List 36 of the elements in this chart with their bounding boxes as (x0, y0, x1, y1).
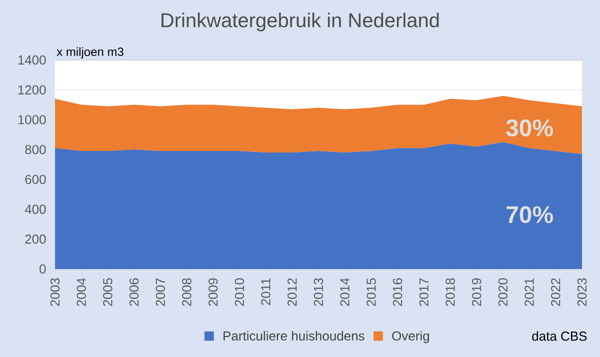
x-tick-label: 2023 (577, 278, 587, 306)
y-tick-label: 600 (25, 174, 46, 184)
y-tick-label: 1200 (18, 85, 46, 94)
y-axis-title: x miljoen m3 (56, 47, 124, 58)
annotation: 70% (506, 206, 553, 224)
legend-label: Particuliere huishoudens (224, 331, 364, 341)
x-tick-label: 2007 (156, 278, 166, 306)
y-tick-label: 1000 (18, 115, 46, 124)
annotation: 30% (506, 119, 553, 136)
x-tick-label: 2003 (50, 278, 60, 306)
x-tick-label: 2011 (261, 278, 270, 306)
x-tick-label: 2009 (208, 278, 218, 306)
legend-label: Overig (392, 331, 429, 344)
x-tick-label: 2018 (446, 278, 455, 306)
x-tick-label: 2022 (551, 278, 560, 306)
x-tick-label: 2005 (103, 278, 112, 306)
y-tick-label: 400 (24, 204, 46, 214)
y-tick-label: 1400 (18, 55, 46, 65)
x-tick-label: 2015 (366, 278, 376, 306)
x-tick-label: 2017 (419, 278, 428, 306)
text: data CBS (532, 331, 587, 341)
x-tick-label: 2004 (76, 278, 86, 306)
chart-title: Drinkwatergebruik in Nederland (162, 12, 439, 32)
y-tick-label: 200 (25, 234, 46, 244)
x-tick-label: 2012 (288, 278, 297, 306)
x-tick-label: 2006 (129, 278, 139, 306)
x-tick-label: 2019 (472, 278, 482, 306)
x-tick-label: 2014 (340, 278, 350, 306)
x-tick-label: 2013 (314, 278, 324, 306)
x-tick-label: 2021 (524, 278, 534, 306)
x-tick-label: 2010 (234, 278, 244, 306)
x-tick-label: 2008 (182, 278, 192, 306)
x-tick-label: 2016 (392, 278, 402, 306)
x-tick-label: 2020 (498, 278, 508, 306)
y-tick-label: 800 (25, 144, 46, 154)
y-tick-label: 0 (40, 264, 46, 274)
